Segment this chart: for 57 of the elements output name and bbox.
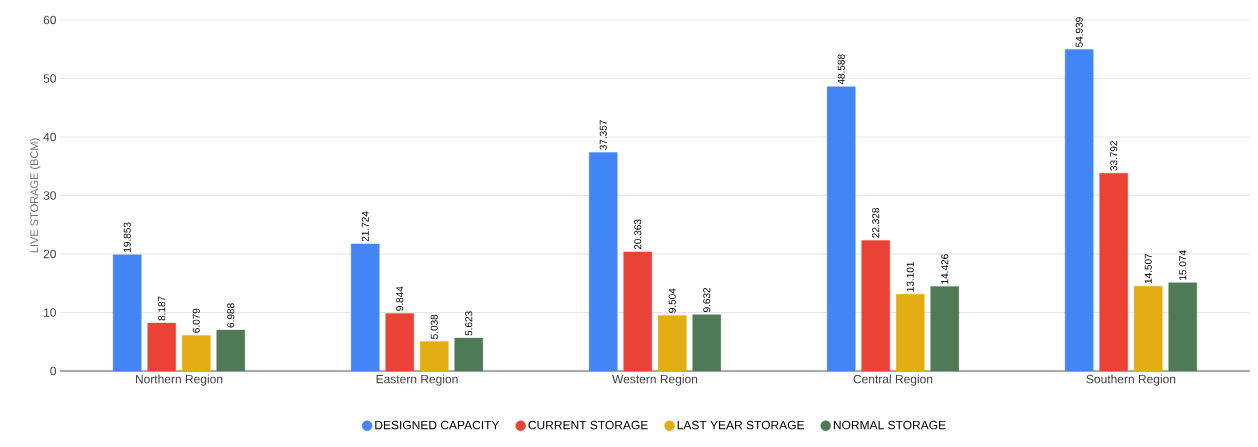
bar: [1133, 285, 1163, 372]
bar: [420, 341, 449, 372]
x-tick-label: Southern Region: [1086, 374, 1176, 386]
y-tick-label: 20: [43, 249, 56, 259]
bar: [930, 286, 959, 372]
x-tick-label: Western Region: [612, 374, 698, 386]
data-label: 13.101: [906, 262, 914, 292]
bar: [588, 152, 618, 372]
data-label: 9.504: [668, 288, 676, 313]
bar: [1064, 49, 1094, 372]
data-label: 14.507: [1144, 253, 1152, 284]
data-label: 19.853: [123, 222, 131, 252]
y-tick-label: 40: [43, 132, 56, 142]
legend-label: LAST YEAR STORAGE: [677, 420, 804, 430]
bar: [692, 314, 721, 372]
bar: [658, 315, 687, 372]
data-label: 48.588: [837, 54, 845, 85]
data-label: 5.623: [465, 311, 473, 336]
data-label: 6.988: [227, 303, 235, 328]
bar: [1168, 282, 1197, 372]
legend-label: NORMAL STORAGE: [833, 420, 946, 430]
legend-label: CURRENT STORAGE: [528, 420, 648, 430]
data-label: 14.426: [941, 254, 949, 284]
data-label: 20.363: [634, 219, 642, 250]
data-label: 37.357: [599, 120, 607, 150]
bar: [861, 240, 890, 372]
bar: [826, 86, 856, 372]
data-label: 5.038: [430, 314, 438, 339]
x-tick-label: Northern Region: [135, 374, 223, 386]
y-axis-title: LIVE STORAGE (BCM): [30, 138, 41, 253]
bar: [112, 254, 142, 372]
y-tick-label: 10: [44, 308, 56, 317]
y-tick-label: 0: [50, 366, 56, 376]
data-label: 9.844: [396, 286, 404, 311]
data-label: 21.724: [361, 211, 369, 242]
x-tick-label: Eastern Region: [376, 374, 458, 386]
bar: [216, 329, 245, 372]
data-label: 22.328: [872, 208, 880, 238]
y-tick-label: 60: [43, 15, 56, 25]
y-tick-label: 30: [43, 191, 56, 200]
bar: [385, 313, 414, 372]
bar: [182, 335, 211, 372]
legend-label: DESIGNED CAPACITY: [375, 420, 500, 430]
x-tick-label: Central Region: [853, 374, 933, 386]
data-label: 6.079: [192, 308, 200, 333]
y-tick-label: 50: [43, 74, 56, 83]
data-label: 33.792: [1110, 141, 1118, 171]
bar: [1099, 173, 1128, 372]
data-label: 54.939: [1075, 17, 1083, 47]
data-label: 9.632: [703, 287, 711, 312]
data-label: 8.187: [158, 296, 166, 321]
bar: [623, 251, 652, 372]
bar: [454, 337, 483, 372]
bar: [147, 322, 176, 372]
data-label: 15.074: [1179, 250, 1187, 280]
bar: [895, 294, 925, 372]
bar: [350, 243, 380, 372]
